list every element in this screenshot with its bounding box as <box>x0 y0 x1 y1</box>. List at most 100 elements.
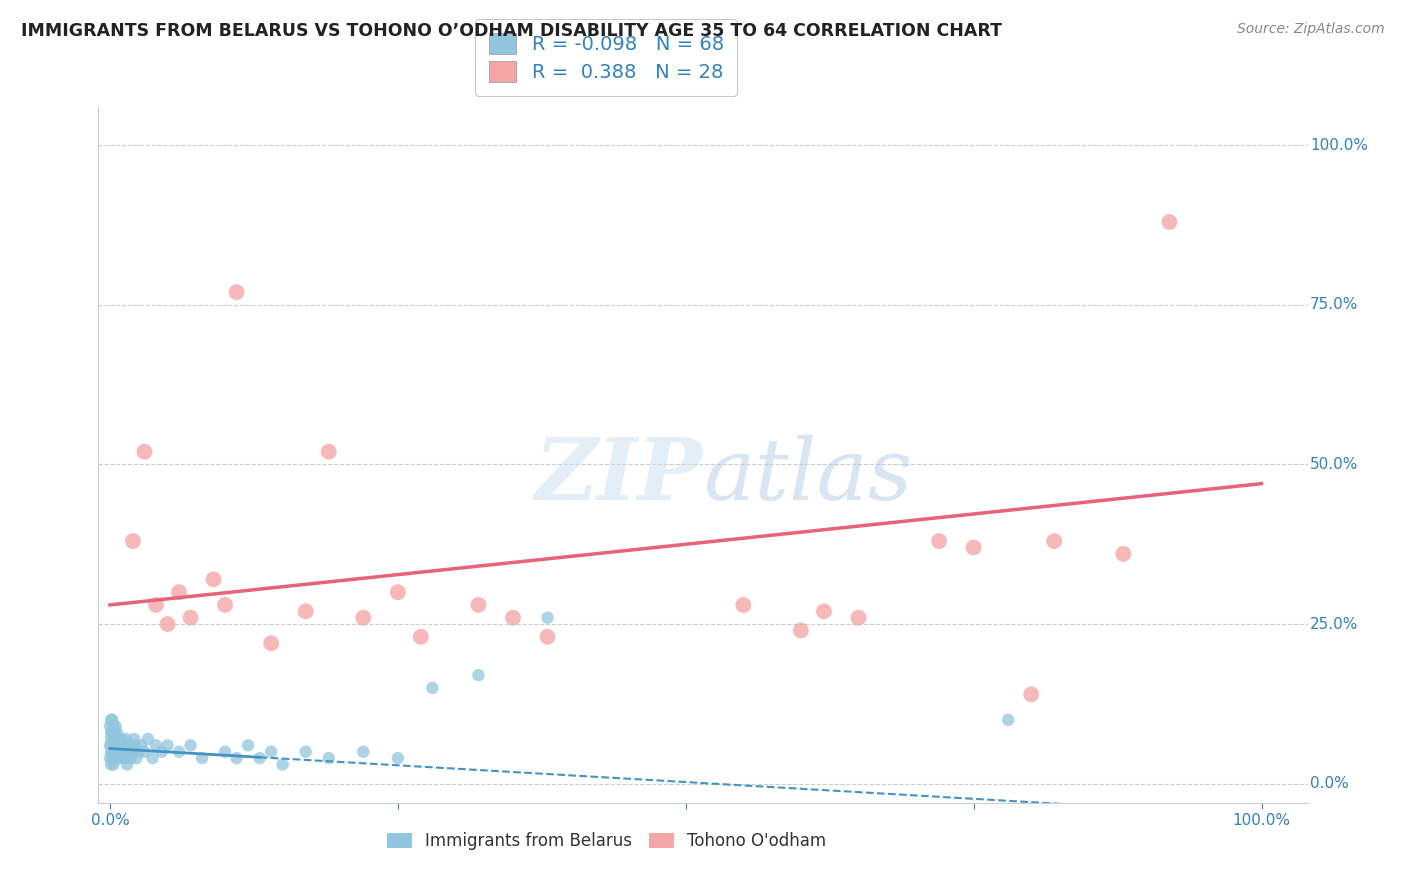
Point <box>145 739 167 753</box>
Point <box>249 751 271 765</box>
Point <box>318 751 340 765</box>
Point <box>733 598 755 612</box>
Point <box>962 541 984 555</box>
Point <box>236 739 259 753</box>
Text: 0.0%: 0.0% <box>1310 776 1348 791</box>
Point <box>813 604 835 618</box>
Point <box>98 751 121 765</box>
Point <box>111 745 134 759</box>
Point <box>103 739 125 753</box>
Point <box>150 745 173 759</box>
Point <box>225 285 247 300</box>
Point <box>387 751 409 765</box>
Point <box>98 719 121 733</box>
Point <box>129 739 152 753</box>
Point <box>260 745 283 759</box>
Point <box>104 739 127 753</box>
Point <box>105 745 128 759</box>
Point <box>1112 547 1135 561</box>
Point <box>122 731 145 746</box>
Text: 25.0%: 25.0% <box>1310 616 1358 632</box>
Point <box>167 585 190 599</box>
Point <box>100 757 122 772</box>
Point <box>156 617 179 632</box>
Point <box>100 731 122 746</box>
Point <box>107 751 129 765</box>
Point <box>502 610 524 624</box>
Point <box>318 444 340 458</box>
Point <box>110 745 132 759</box>
Point <box>294 604 316 618</box>
Point <box>467 668 489 682</box>
Point <box>191 751 214 765</box>
Point <box>107 731 129 746</box>
Point <box>104 719 127 733</box>
Point <box>294 745 316 759</box>
Point <box>117 739 139 753</box>
Point <box>122 534 145 549</box>
Point <box>202 573 225 587</box>
Point <box>387 585 409 599</box>
Point <box>136 731 159 746</box>
Point <box>110 731 132 746</box>
Point <box>101 751 124 765</box>
Point <box>110 751 132 765</box>
Point <box>105 725 128 739</box>
Point <box>536 610 558 624</box>
Point <box>180 610 202 624</box>
Point <box>112 739 135 753</box>
Point <box>98 739 121 753</box>
Point <box>103 719 125 733</box>
Point <box>928 534 950 549</box>
Point <box>352 610 374 624</box>
Point <box>214 598 236 612</box>
Point <box>118 745 141 759</box>
Point <box>103 725 125 739</box>
Point <box>467 598 489 612</box>
Point <box>848 610 870 624</box>
Point <box>108 739 131 753</box>
Point <box>352 745 374 759</box>
Point <box>422 681 444 695</box>
Point <box>100 713 122 727</box>
Point <box>145 598 167 612</box>
Text: Source: ZipAtlas.com: Source: ZipAtlas.com <box>1237 22 1385 37</box>
Point <box>790 624 813 638</box>
Text: IMMIGRANTS FROM BELARUS VS TOHONO O’ODHAM DISABILITY AGE 35 TO 64 CORRELATION CH: IMMIGRANTS FROM BELARUS VS TOHONO O’ODHA… <box>21 22 1002 40</box>
Point <box>134 745 156 759</box>
Point <box>271 757 294 772</box>
Point <box>409 630 432 644</box>
Point <box>101 725 124 739</box>
Point <box>125 751 148 765</box>
Point <box>101 713 124 727</box>
Point <box>1019 687 1042 701</box>
Point <box>156 739 179 753</box>
Point <box>103 751 125 765</box>
Point <box>128 745 150 759</box>
Point <box>100 725 122 739</box>
Point <box>122 745 145 759</box>
Point <box>114 751 136 765</box>
Point <box>214 745 236 759</box>
Point <box>225 751 247 765</box>
Point <box>103 731 125 746</box>
Text: 50.0%: 50.0% <box>1310 457 1358 472</box>
Point <box>167 745 190 759</box>
Text: atlas: atlas <box>703 434 912 517</box>
Point <box>124 739 146 753</box>
Point <box>100 745 122 759</box>
Legend: Immigrants from Belarus, Tohono O'odham: Immigrants from Belarus, Tohono O'odham <box>380 826 832 857</box>
Point <box>134 444 156 458</box>
Point <box>120 751 142 765</box>
Text: ZIP: ZIP <box>536 434 703 517</box>
Point <box>104 751 127 765</box>
Point <box>180 739 202 753</box>
Point <box>141 751 163 765</box>
Text: 100.0%: 100.0% <box>1310 138 1368 153</box>
Point <box>115 757 138 772</box>
Point <box>1159 215 1181 229</box>
Point <box>103 745 125 759</box>
Point <box>115 731 138 746</box>
Point <box>103 757 125 772</box>
Text: 75.0%: 75.0% <box>1310 297 1358 312</box>
